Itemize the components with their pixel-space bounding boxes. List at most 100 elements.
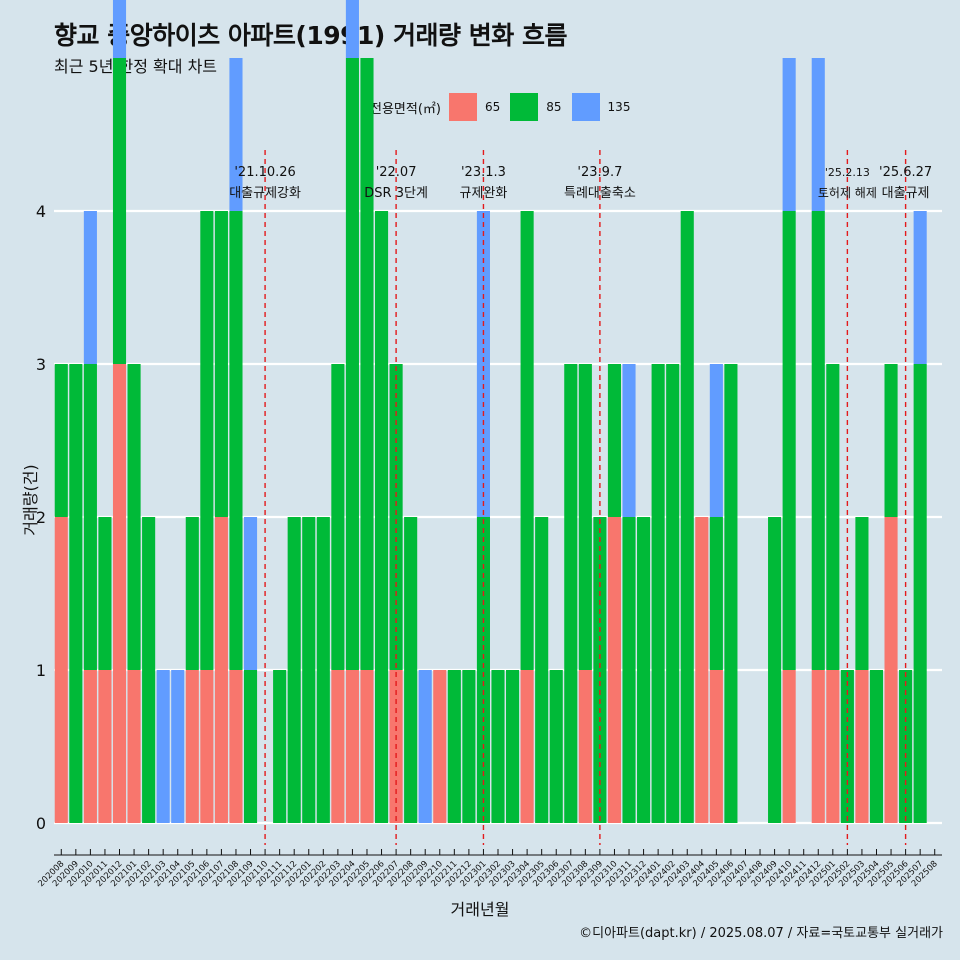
bar-85-202111 (273, 670, 287, 823)
annotation-label-1: DSR 3단계 (364, 186, 428, 201)
annotation-label-2: 규제완화 (460, 186, 508, 201)
bar-85-202202 (316, 517, 330, 823)
bar-85-202412 (811, 211, 825, 670)
bar-65-202505 (884, 517, 898, 823)
bar-85-202402 (666, 364, 680, 823)
bar-85-202101 (127, 364, 141, 670)
bar-85-202102 (142, 517, 156, 823)
bar-135-202108 (229, 58, 243, 211)
bar-85-202406 (724, 364, 738, 823)
legend-item-65: 65 (448, 93, 504, 121)
legend-swatch-85 (510, 93, 539, 121)
bar-85-202205 (360, 58, 374, 670)
y-tick-label-3: 3 (36, 355, 46, 374)
bar-135-202507 (913, 211, 927, 364)
bar-85-202505 (884, 364, 898, 517)
bar-85-202201 (302, 517, 316, 823)
bar-85-202305 (535, 517, 549, 823)
bar-135-202103 (156, 670, 170, 823)
bar-85-202011 (98, 517, 112, 670)
legend-label-85: 85 (546, 100, 562, 114)
bar-65-202404 (695, 517, 709, 823)
chart-subtitle: 최근 5년 한정 확대 차트 (54, 57, 218, 76)
annotation-date-3: '23.9.7 (577, 165, 622, 180)
bar-65-202412 (811, 670, 825, 823)
bar-85-202504 (869, 670, 884, 823)
bar-85-202203 (331, 364, 345, 670)
bar-65-202304 (520, 670, 534, 823)
annotation-label-0: 대출규제강화 (229, 186, 301, 201)
bar-65-202203 (331, 670, 345, 823)
bar-65-202010 (83, 670, 97, 823)
bar-135-202412 (811, 58, 825, 211)
annotation-date-4: '25.2.13 (825, 166, 870, 179)
bar-85-202403 (680, 211, 694, 823)
legend-swatch-135 (571, 93, 600, 121)
bar-85-202010 (83, 364, 97, 670)
bar-85-202211 (447, 670, 461, 823)
bar-65-202310 (607, 517, 622, 823)
bar-135-202209 (418, 670, 432, 823)
bar-135-202204 (345, 0, 359, 58)
bar-135-202405 (709, 364, 723, 517)
annotation-date-1: '22.07 (376, 165, 417, 180)
legend-swatch-65 (448, 93, 477, 121)
bar-85-202207 (389, 364, 403, 670)
bar-85-202311 (622, 517, 636, 823)
legend-label-65: 65 (484, 100, 501, 114)
bar-85-202106 (200, 211, 214, 670)
bar-65-202405 (709, 670, 723, 823)
bar-85-202108 (229, 211, 243, 670)
bar-85-202109 (243, 670, 258, 823)
bar-135-202010 (83, 211, 97, 364)
annotation-label-3: 특례대출축소 (564, 186, 636, 201)
bar-135-202410 (782, 58, 796, 211)
bar-85-202405 (709, 517, 723, 670)
bar-65-202105 (185, 670, 199, 823)
bar-65-202308 (578, 670, 592, 823)
legend-label-135: 135 (607, 100, 631, 114)
bar-85-202212 (462, 670, 476, 823)
bar-85-202503 (855, 517, 869, 670)
bar-85-202303 (506, 670, 520, 823)
bar-85-202012 (112, 58, 127, 364)
bar-85-202208 (404, 517, 418, 823)
legend-title: 전용면적(㎡) (370, 101, 441, 117)
bar-85-202306 (549, 670, 563, 823)
y-tick-label-0: 0 (36, 814, 46, 833)
bar-65-202106 (200, 670, 214, 823)
legend: 전용면적(㎡) 65 85 135 (370, 93, 640, 121)
caption: ©디아파트(dapt.kr) / 2025.08.07 / 자료=국토교통부 실… (579, 926, 943, 941)
bar-85-202204 (345, 58, 359, 670)
bar-85-202309 (593, 517, 607, 823)
bar-135-202311 (622, 364, 636, 517)
bar-65-202501 (826, 670, 840, 823)
bar-135-202109 (243, 517, 258, 670)
bar-85-202310 (607, 364, 622, 517)
bar-85-202301 (476, 517, 490, 823)
bar-135-202012 (112, 0, 127, 58)
annotation-label-4: 토허제 해제 (818, 186, 877, 200)
bar-85-202307 (564, 364, 578, 823)
bar-135-202104 (171, 670, 185, 823)
bar-65-202008 (54, 517, 68, 823)
y-tick-label-4: 4 (36, 202, 46, 221)
bar-85-202302 (491, 670, 505, 823)
chart-title: 향교 중앙하이츠 아파트(1991) 거래량 변화 흐름 (54, 21, 567, 50)
legend-item-135: 135 (571, 93, 635, 121)
bar-65-202204 (345, 670, 359, 823)
bar-65-202011 (98, 670, 112, 823)
bar-85-202304 (520, 211, 534, 670)
bar-65-202101 (127, 670, 141, 823)
y-axis-title: 거래량(건) (21, 464, 40, 536)
bar-85-202008 (54, 364, 68, 517)
annotation-date-2: '23.1.3 (461, 165, 506, 180)
bar-65-202205 (360, 670, 374, 823)
annotation-date-5: '25.6.27 (879, 165, 932, 180)
bar-65-202503 (855, 670, 869, 823)
bar-85-202308 (578, 364, 592, 670)
bar-85-202312 (637, 517, 651, 823)
legend-item-85: 85 (510, 93, 565, 121)
bar-65-202210 (433, 670, 447, 823)
